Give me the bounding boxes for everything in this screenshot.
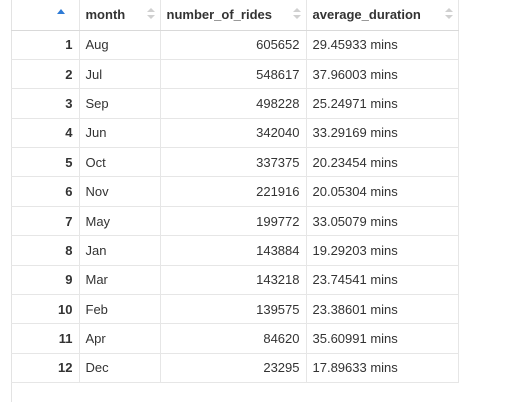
data-table: month number_of_rides average_duration 1… — [11, 0, 459, 384]
header-average-duration[interactable]: average_duration — [306, 0, 459, 31]
header-row: month number_of_rides average_duration — [11, 0, 459, 31]
number-of-rides-cell: 498228 — [160, 88, 307, 119]
row-number-cell: 4 — [11, 118, 80, 149]
number-of-rides-cell: 199772 — [160, 206, 307, 237]
table-row: 7 May 199772 33.05079 mins — [11, 206, 459, 237]
header-row-number[interactable] — [11, 0, 80, 31]
header-month[interactable]: month — [79, 0, 161, 31]
average-duration-cell: 25.24971 mins — [306, 88, 459, 119]
row-number-cell: 10 — [11, 294, 80, 325]
month-cell: Oct — [79, 147, 161, 178]
average-duration-cell: 17.89633 mins — [306, 353, 459, 384]
row-number-cell: 1 — [11, 30, 80, 60]
month-cell: Aug — [79, 30, 161, 60]
average-duration-cell: 33.29169 mins — [306, 118, 459, 149]
header-month-label: month — [85, 7, 126, 23]
header-average-duration-label: average_duration — [312, 7, 421, 23]
month-cell: Nov — [79, 176, 161, 207]
month-cell: Jan — [79, 235, 161, 266]
sort-ascending-icon[interactable] — [57, 9, 65, 14]
table-row: 8 Jan 143884 19.29203 mins — [11, 235, 459, 266]
table-row: 3 Sep 498228 25.24971 mins — [11, 88, 459, 119]
month-cell: May — [79, 206, 161, 237]
row-number-cell: 2 — [11, 59, 80, 90]
number-of-rides-cell: 23295 — [160, 353, 307, 384]
month-cell: Sep — [79, 88, 161, 119]
sort-icon[interactable] — [146, 8, 155, 22]
row-number-cell: 3 — [11, 88, 80, 119]
month-cell: Jul — [79, 59, 161, 90]
average-duration-cell: 29.45933 mins — [306, 30, 459, 60]
table-body: 1 Aug 605652 29.45933 mins 2 Jul 548617 37.9600… — [11, 30, 459, 384]
table-row: 6 Nov 221916 20.05304 mins — [11, 176, 459, 207]
sort-icon[interactable] — [444, 8, 453, 22]
table-row: 2 Jul 548617 37.96003 mins — [11, 59, 459, 90]
number-of-rides-cell: 548617 — [160, 59, 307, 90]
row-number-cell: 11 — [11, 323, 80, 354]
table-row: 10 Feb 139575 23.38601 mins — [11, 294, 459, 325]
table-row: 9 Mar 143218 23.74541 mins — [11, 265, 459, 296]
average-duration-cell: 20.05304 mins — [306, 176, 459, 207]
sort-icon[interactable] — [292, 8, 301, 22]
month-cell: Mar — [79, 265, 161, 296]
average-duration-cell: 23.74541 mins — [306, 265, 459, 296]
number-of-rides-cell: 84620 — [160, 323, 307, 354]
row-number-cell: 9 — [11, 265, 80, 296]
average-duration-cell: 37.96003 mins — [306, 59, 459, 90]
average-duration-cell: 20.23454 mins — [306, 147, 459, 178]
month-cell: Dec — [79, 353, 161, 384]
table-row: 1 Aug 605652 29.45933 mins — [11, 30, 459, 60]
table-row: 4 Jun 342040 33.29169 mins — [11, 118, 459, 149]
average-duration-cell: 33.05079 mins — [306, 206, 459, 237]
number-of-rides-cell: 337375 — [160, 147, 307, 178]
number-of-rides-cell: 143218 — [160, 265, 307, 296]
table-row: 5 Oct 337375 20.23454 mins — [11, 147, 459, 178]
number-of-rides-cell: 139575 — [160, 294, 307, 325]
month-cell: Jun — [79, 118, 161, 149]
header-number-of-rides[interactable]: number_of_rides — [160, 0, 307, 31]
number-of-rides-cell: 342040 — [160, 118, 307, 149]
row-number-cell: 12 — [11, 353, 80, 384]
number-of-rides-cell: 143884 — [160, 235, 307, 266]
month-cell: Feb — [79, 294, 161, 325]
row-number-cell: 6 — [11, 176, 80, 207]
row-number-cell: 5 — [11, 147, 80, 178]
row-number-cell: 7 — [11, 206, 80, 237]
number-of-rides-cell: 221916 — [160, 176, 307, 207]
table-row: 11 Apr 84620 35.60991 mins — [11, 323, 459, 354]
month-cell: Apr — [79, 323, 161, 354]
average-duration-cell: 35.60991 mins — [306, 323, 459, 354]
row-number-cell: 8 — [11, 235, 80, 266]
average-duration-cell: 23.38601 mins — [306, 294, 459, 325]
number-of-rides-cell: 605652 — [160, 30, 307, 60]
table-row: 12 Dec 23295 17.89633 mins — [11, 353, 459, 384]
header-number-of-rides-label: number_of_rides — [166, 7, 272, 23]
average-duration-cell: 19.29203 mins — [306, 235, 459, 266]
